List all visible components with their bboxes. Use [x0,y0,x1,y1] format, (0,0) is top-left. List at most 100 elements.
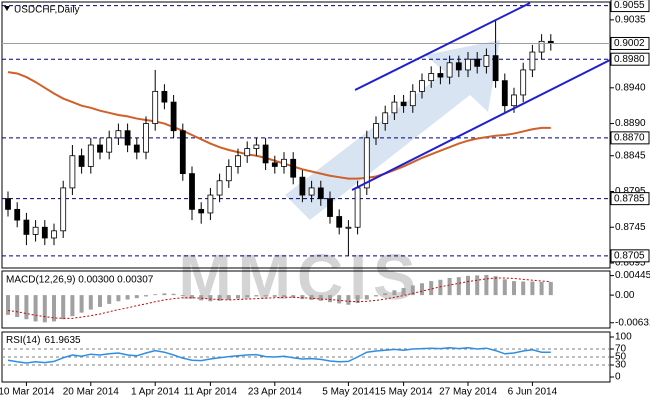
y-tick-label: 0.8890 [615,118,646,129]
channel-upper [354,2,531,91]
macd-bar [116,295,121,302]
y-tick-label: 0.8845 [615,150,646,161]
macd-bar [144,295,148,297]
level-label-box [610,131,650,145]
level-label: 0.8785 [614,193,645,204]
candle-body [23,219,30,235]
macd-bar [254,295,259,297]
y-tick-label: 50 [615,352,627,363]
y-tick-label: 30 [615,360,627,371]
candle-body [391,101,398,114]
candle-body [501,80,508,107]
y-tick-label: 0.00 [615,290,635,301]
level-label-box [610,192,650,206]
macd-bar [521,281,526,296]
macd-bar [98,295,102,307]
y-tick-label: 0 [615,372,621,383]
candle-body [299,176,306,196]
macd-bar [456,277,461,296]
candle-body [474,58,481,67]
candle-body [198,208,205,214]
candle-body [189,173,195,210]
macd-bar [512,281,516,296]
macd-bar [245,295,250,298]
macd-label: MACD(12,26,9) 0.00300 0.00307 [6,275,154,286]
candle-body [317,187,324,200]
candle-body [87,144,94,167]
candle-body [327,198,333,217]
macd-bar [300,295,305,300]
candle-body [106,137,113,153]
macd-bar [475,275,480,296]
macd-bar [328,295,332,303]
x-tick-label: 10 Mar 2014 [0,387,55,398]
macd-bar [291,295,296,298]
candle-body [152,90,159,124]
macd-bar [199,295,204,301]
candle-body [207,194,214,214]
candle-body [41,226,48,239]
macd-bar [217,295,222,301]
current-price-box [610,36,650,50]
candle-body [354,187,361,228]
candle-body [511,94,517,107]
candle-body [483,55,490,67]
x-tick-label: 5 May 2014 [322,387,375,398]
y-tick-label: 0.8795 [615,186,646,197]
candle-body [179,130,186,175]
candle-body [253,144,260,149]
macd-bar [447,278,452,296]
macd-bar [466,275,470,296]
candle-body [409,90,416,107]
macd-bar [52,295,56,322]
candle-body [115,130,122,139]
y-tick-label: 0.9035 [615,15,646,26]
macd-bar [309,295,314,300]
macd-signal [7,277,551,319]
rsi-label: RSI(14) 61.9635 [6,335,81,346]
macd-bar [236,295,240,299]
macd-bar [392,290,397,296]
main-panel [1,1,611,269]
macd-bar [420,283,424,296]
x-tick-label: 27 May 2014 [439,387,497,398]
macd-bar [484,274,489,296]
candle-body [520,69,527,96]
candle-body [538,40,545,53]
candle-body [133,144,140,153]
macd-bar [88,295,93,310]
macd-bar [134,295,139,299]
moving-average [7,71,551,180]
macd-bar [383,293,388,296]
candle-body [492,55,499,82]
candle-body [271,162,278,167]
y-tick-label: 70 [615,344,627,355]
level-label-box [610,52,650,66]
macd-bar [530,281,535,296]
macd-bar [190,295,194,299]
candle-body [336,216,343,228]
macd-bar [162,293,167,296]
candle-body [143,123,149,153]
macd-bar [208,295,213,302]
macd-bar [79,295,84,313]
level-label-box [610,0,650,13]
candle-body [161,90,168,103]
candle-body [170,101,177,132]
macd-bar [15,295,20,318]
candle-body [69,155,76,189]
macd-bar [70,295,75,317]
macd-bar [374,295,378,297]
candle-body [465,58,471,71]
candle-body [235,155,241,167]
x-tick-label: 1 Apr 2014 [131,387,180,398]
macd-bar [429,281,434,296]
candle-body [51,230,57,239]
candle-body [244,148,251,157]
macd-bar [6,295,10,315]
macd-bar [318,295,323,301]
chart-title: USDCHF,Daily [14,5,80,16]
macd-bar [548,281,553,296]
